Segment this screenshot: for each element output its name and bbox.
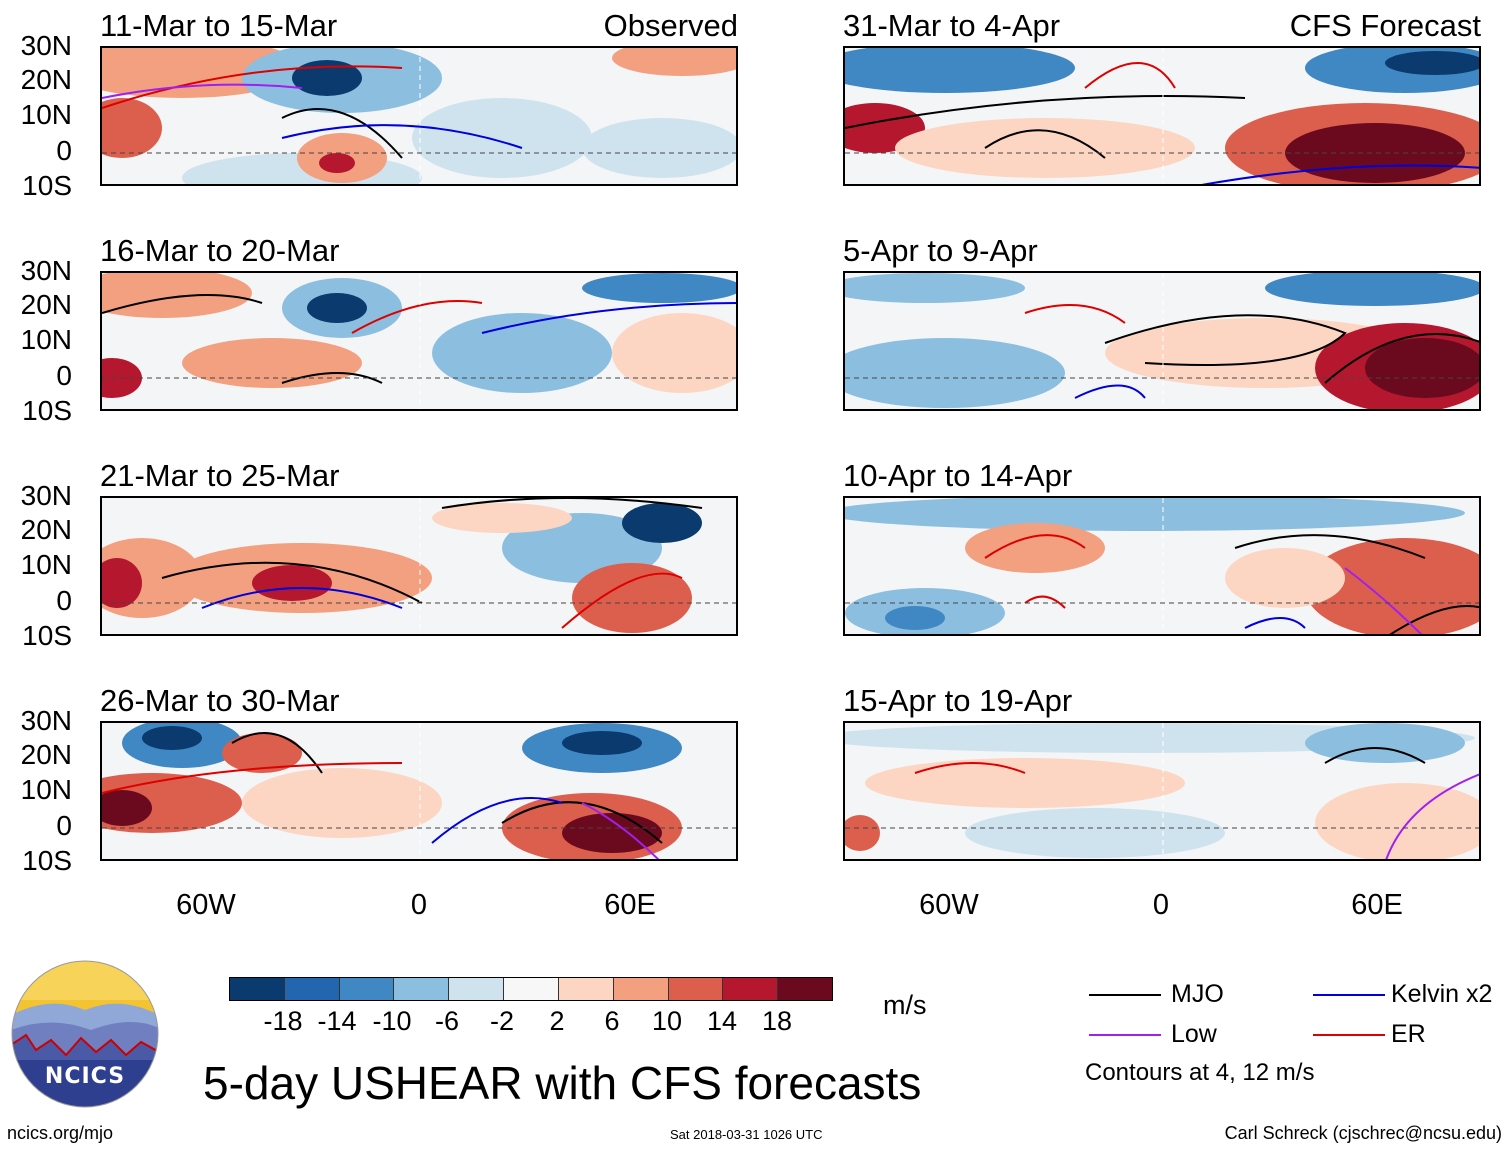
colorbar-label: -6 [434,1006,459,1036]
lat-label: 30N [20,30,72,61]
lat-label: 10S [22,170,72,201]
legend-er: ER [1391,1020,1426,1048]
colorbar-swatch [394,978,450,1000]
map-1 [100,46,738,186]
lat-label: 20N [20,739,72,770]
lat-label: 10S [22,395,72,426]
colorbar-label: -18 [263,1006,303,1036]
kelvin-line-icon [1313,994,1385,996]
panel-title: 10-Apr to 14-Apr [843,458,1073,493]
lat-label: 20N [20,289,72,320]
er-line-icon [1313,1034,1385,1036]
colorbar-label: -14 [317,1006,357,1036]
legend-kelvin: Kelvin x2 [1391,980,1493,1008]
lat-label: 10N [20,324,72,355]
footer-url[interactable]: ncics.org/mjo [7,1123,114,1143]
lon-label: 60W [176,889,236,921]
lat-label: 30N [20,480,72,511]
map-3 [100,496,738,636]
panel-title: 5-Apr to 9-Apr [843,233,1038,268]
lat-label: 10S [22,620,72,651]
panel-title: 26-Mar to 30-Mar [100,683,340,718]
panel-label: CFS Forecast [1289,8,1481,43]
panel-4: 26-Mar to 30-Mar [100,685,738,861]
low-line-icon [1089,1034,1161,1036]
colorbar-swatch [284,978,340,1000]
footer-author: Carl Schreck (cjschrec@ncsu.edu) [1224,1123,1502,1143]
map-5 [843,46,1481,186]
colorbar-label: 6 [604,1006,620,1036]
logo-text: NCICS [44,1064,126,1089]
legend-mjo: MJO [1171,980,1224,1008]
colorbar-swatch [723,978,779,1000]
colorbar-swatch [778,978,832,1000]
colorbar-label: 14 [706,1006,738,1036]
lat-label: 20N [20,514,72,545]
mjo-line-icon [1089,994,1161,996]
main-title: 5-day USHEAR with CFS forecasts [203,1057,922,1109]
lon-label: 0 [1152,889,1170,921]
colorbar-swatch [504,978,559,1000]
lat-label: 10N [20,774,72,805]
footer-timestamp: Sat 2018-03-31 1026 UTC [670,1127,823,1142]
panel-2: 16-Mar to 20-Mar [100,235,738,411]
panel-title: 16-Mar to 20-Mar [100,233,340,268]
colorbar-swatch [230,978,285,1000]
lat-label: 0 [56,360,72,391]
colorbar-swatch [339,978,395,1000]
panel-title: 11-Mar to 15-Mar [100,8,338,43]
colorbar-swatch [613,978,669,1000]
map-2 [100,271,738,411]
map-6 [843,271,1481,411]
lat-label: 30N [20,705,72,736]
panel-6: 5-Apr to 9-Apr [843,235,1481,411]
lat-label: 0 [56,585,72,616]
colorbar-label: 10 [651,1006,683,1036]
map-8 [843,721,1481,861]
panel-label: Observed [603,8,738,43]
lon-label: 60E [604,889,656,921]
lat-label: 20N [20,64,72,95]
colorbar-swatch [449,978,505,1000]
lon-label: 60E [1351,889,1403,921]
legend-low: Low [1171,1020,1217,1048]
colorbar-label: 18 [761,1006,793,1036]
panel-1: 11-Mar to 15-Mar Observed [100,10,738,186]
panel-5: 31-Mar to 4-Apr CFS Forecast [843,10,1481,186]
panel-title: 31-Mar to 4-Apr [843,8,1061,43]
colorbar-label: -2 [489,1006,514,1036]
colorbar-swatch [558,978,614,1000]
lat-label: 0 [56,135,72,166]
colorbar-units: m/s [883,990,927,1020]
colorbar [229,977,833,1001]
colorbar-label: -10 [372,1006,412,1036]
lat-label: 10N [20,99,72,130]
panel-title: 15-Apr to 19-Apr [843,683,1073,718]
legend-note: Contours at 4, 12 m/s [1085,1059,1315,1086]
lat-label: 0 [56,810,72,841]
map-7 [843,496,1481,636]
lon-label: 0 [410,889,428,921]
panel-8: 15-Apr to 19-Apr [843,685,1481,861]
lat-label: 30N [20,255,72,286]
colorbar-label: 2 [549,1006,565,1036]
panel-3: 21-Mar to 25-Mar [100,460,738,636]
lat-label: 10S [22,845,72,876]
panel-7: 10-Apr to 14-Apr [843,460,1481,636]
panel-title: 21-Mar to 25-Mar [100,458,340,493]
lat-label: 10N [20,549,72,580]
colorbar-swatch [668,978,724,1000]
ncics-logo: NCICS [11,960,159,1108]
lon-label: 60W [919,889,979,921]
map-4 [100,721,738,861]
